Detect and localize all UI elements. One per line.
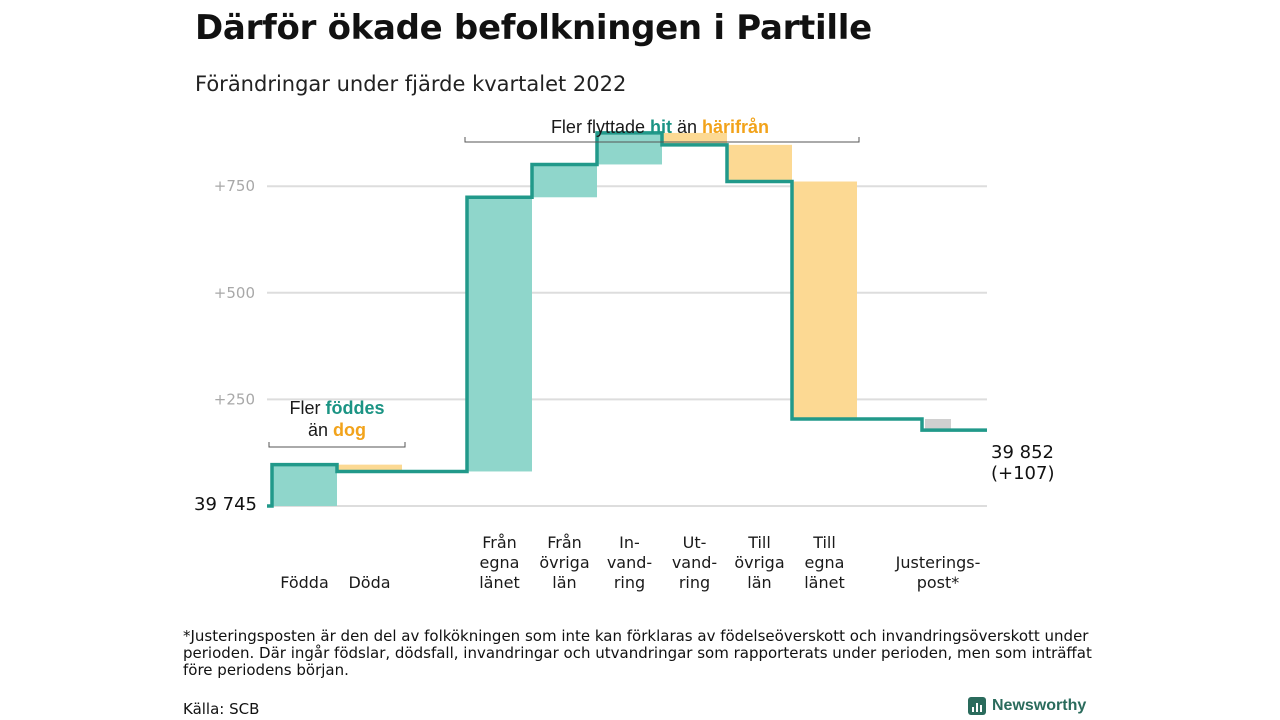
newsworthy-icon (968, 697, 986, 715)
category-label: Från egna länet (479, 533, 520, 592)
bar (727, 144, 792, 182)
bar (337, 464, 402, 472)
chart-subtitle: Förändringar under fjärde kvartalet 2022 (195, 72, 627, 96)
y-tick-label: +250 (214, 390, 255, 408)
category-label: Till egna länet (804, 533, 845, 592)
bars (272, 132, 951, 506)
category-label: Födda (280, 573, 329, 592)
start-value-label: 39 745 (194, 494, 257, 515)
brand-logo: Newsworthy (968, 697, 1086, 715)
labels: Födda Döda Från egna länet Från övriga län In-va… (280, 533, 980, 592)
category-label: Ut-vand-ring (672, 533, 717, 592)
footnote: *Justeringsposten är den del av folkökni… (183, 627, 1092, 679)
category-label: Justerings-post* (895, 553, 981, 592)
bar (467, 197, 532, 472)
category-label: Döda (348, 573, 390, 592)
births-bracket (268, 442, 406, 448)
bar (532, 164, 597, 198)
category-label: Till övriga län (734, 533, 784, 592)
y-tick-label: +750 (214, 177, 255, 195)
category-label: Från övriga län (539, 533, 589, 592)
brand-name: Newsworthy (992, 697, 1087, 714)
end-value-label: 39 852 (991, 442, 1054, 463)
chart-title: Därför ökade befolkningen i Partille (195, 8, 872, 48)
end-change-label: (+107) (991, 463, 1054, 484)
bar (272, 464, 337, 506)
category-label: In-vand-ring (607, 533, 652, 592)
bar (662, 132, 727, 145)
moves-annotation-text: Fler flyttade hit än härifrån (551, 117, 769, 137)
bar (597, 132, 662, 165)
gridlines: +250 +500 +750 (214, 177, 987, 507)
step-line (267, 131, 987, 508)
births-annotation: Fler föddes än dog (268, 398, 406, 448)
waterfall-chart: +250 +500 +750 Födda Döda Från egna länet Från ö… (194, 117, 1054, 592)
births-annotation-line1: Fler föddes (289, 398, 384, 418)
y-tick-label: +500 (214, 284, 255, 302)
moves-bracket (464, 137, 860, 143)
bar (925, 419, 951, 431)
births-annotation-line2: än dog (308, 420, 366, 440)
bar (792, 181, 857, 420)
cumulative-step-line (267, 131, 987, 508)
source-label: Källa: SCB (183, 700, 260, 718)
moves-annotation: Fler flyttade hit än härifrån (464, 117, 860, 143)
